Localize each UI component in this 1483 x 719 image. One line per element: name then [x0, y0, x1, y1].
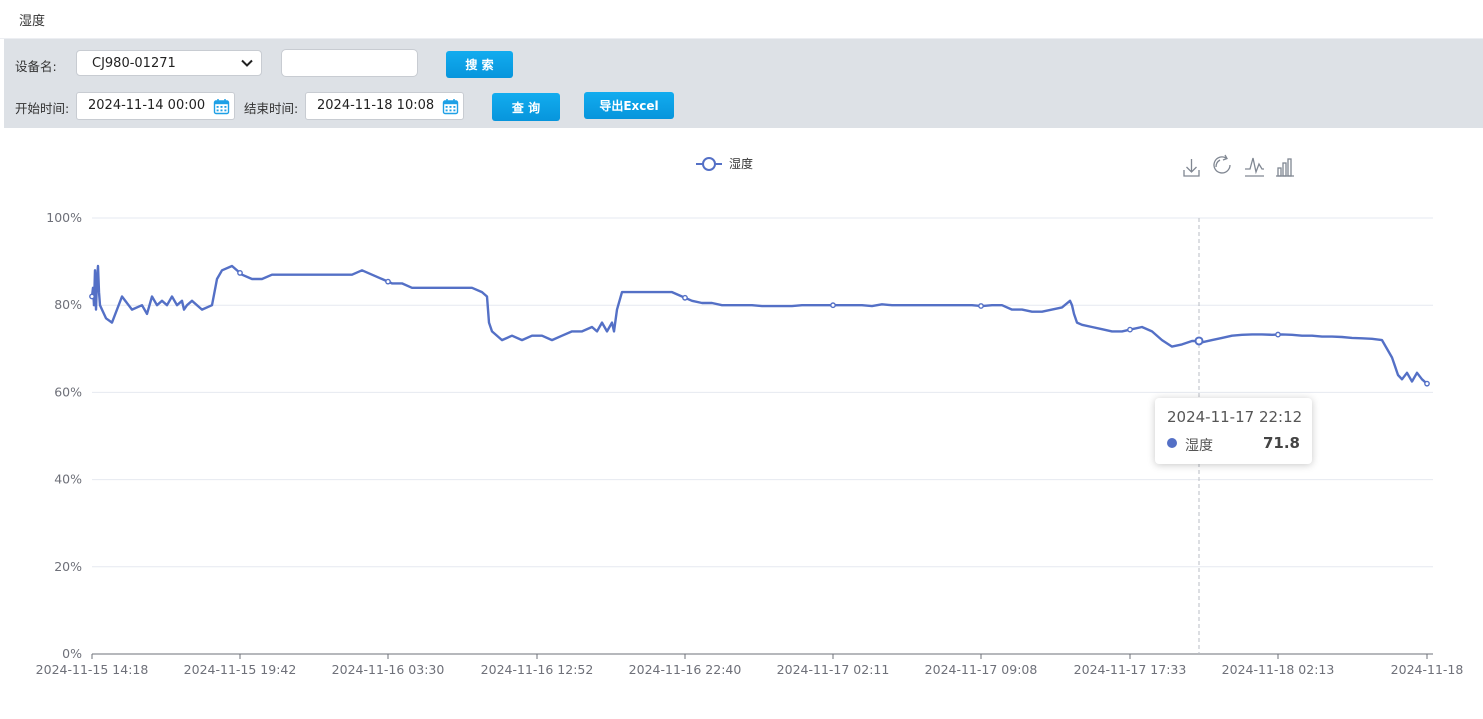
data-point	[830, 302, 836, 309]
x-tick-label: 2024-11-16 12:52	[481, 662, 594, 677]
x-tick-label: 2024-11-16 22:40	[629, 662, 742, 677]
series-markers	[89, 270, 1430, 387]
humidity-chart[interactable]: 0% 20% 40% 60% 80% 100% 2024-11-15 14:18 2024-1…	[0, 128, 1483, 715]
y-tick-label: 60%	[54, 384, 82, 399]
data-point	[682, 294, 688, 301]
device-label: 设备名:	[15, 59, 57, 74]
start-time-label: 开始时间:	[15, 101, 70, 116]
end-time-input[interactable]: 2024-11-18 10:08	[305, 92, 464, 120]
bar-chart-icon[interactable]	[1276, 158, 1294, 177]
page-header: 湿度	[0, 0, 1483, 39]
x-tick-label: 2024-11-18	[1391, 662, 1464, 677]
y-tick-label: 20%	[54, 559, 82, 574]
end-time-label: 结束时间:	[244, 101, 299, 116]
x-tick-label: 2024-11-16 03:30	[332, 662, 445, 677]
start-time-input[interactable]: 2024-11-14 00:00	[76, 92, 235, 120]
data-point	[978, 303, 984, 309]
legend-label[interactable]: 湿度	[729, 156, 753, 171]
series-line[interactable]	[90, 264, 1428, 385]
tooltip: 2024-11-17 22:12 湿度 71.8	[1155, 398, 1312, 464]
calendar-icon[interactable]	[213, 98, 230, 115]
export-excel-button[interactable]: 导出Excel	[584, 92, 674, 119]
device-select[interactable]: CJ980-01271	[76, 50, 262, 76]
chart-area: 0% 20% 40% 60% 80% 100% 2024-11-15 14:18 2024-1…	[0, 128, 1483, 715]
search-input[interactable]	[281, 49, 418, 77]
tooltip-series-name: 湿度	[1185, 438, 1213, 454]
data-point	[1275, 331, 1281, 338]
data-point	[1127, 326, 1133, 333]
legend-marker	[702, 157, 716, 171]
x-tick-label: 2024-11-17 02:11	[777, 662, 890, 677]
calendar-icon[interactable]	[442, 98, 459, 115]
grid-lines	[92, 217, 1433, 568]
data-point	[1194, 336, 1204, 346]
download-icon[interactable]	[1183, 159, 1200, 177]
legend[interactable]: 湿度	[696, 156, 753, 171]
search-button[interactable]: 搜 索	[446, 51, 513, 78]
data-point	[385, 278, 391, 285]
end-time-value: 2024-11-18 10:08	[317, 98, 435, 113]
y-tick-label: 40%	[54, 472, 82, 487]
device-select-value: CJ980-01271	[92, 56, 176, 71]
toolbox	[1183, 154, 1294, 177]
data-point	[1424, 380, 1430, 387]
restore-icon[interactable]	[1213, 154, 1231, 174]
chevron-down-icon	[241, 59, 253, 67]
y-tick-label: 0%	[62, 646, 82, 661]
tooltip-time: 2024-11-17 22:12	[1167, 408, 1303, 426]
x-tick-label: 2024-11-15 14:18	[36, 662, 149, 677]
line-chart-icon[interactable]	[1245, 157, 1264, 177]
page-title: 湿度	[19, 14, 46, 29]
x-tick-label: 2024-11-15 19:42	[184, 662, 297, 677]
x-tick-label: 2024-11-18 02:13	[1222, 662, 1335, 677]
y-tick-label: 100%	[46, 210, 82, 225]
x-tick-label: 2024-11-17 17:33	[1074, 662, 1187, 677]
filter-panel: 设备名: CJ980-01271 搜 索 开始时间: 2024-11-14 00…	[4, 39, 1483, 128]
data-point	[237, 270, 243, 276]
tooltip-series-dot	[1167, 438, 1177, 448]
y-tick-label: 80%	[54, 297, 82, 312]
axes: 0% 20% 40% 60% 80% 100% 2024-11-15 14:18 2024-1…	[36, 210, 1464, 677]
query-button[interactable]: 查 询	[492, 93, 560, 121]
data-point	[89, 293, 95, 300]
x-tick-label: 2024-11-17 09:08	[925, 662, 1038, 677]
start-time-value: 2024-11-14 00:00	[88, 98, 206, 113]
tooltip-value: 71.8	[1262, 434, 1300, 452]
